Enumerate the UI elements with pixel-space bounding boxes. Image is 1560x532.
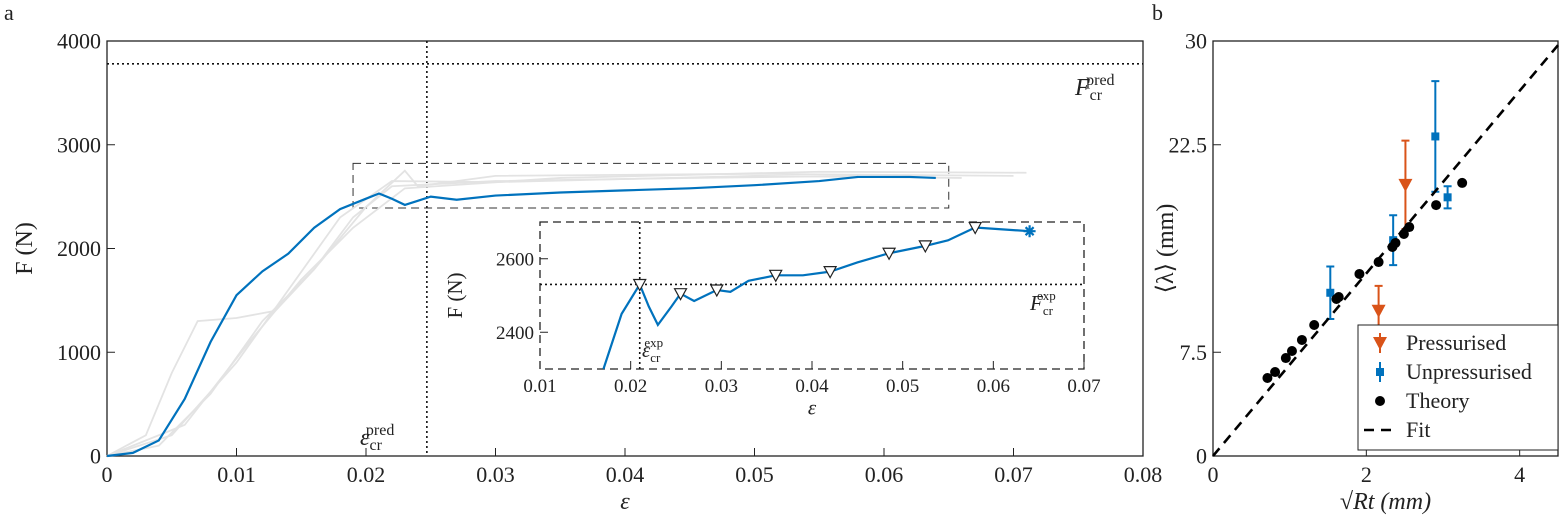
x-tick-label: 0.01 bbox=[217, 462, 256, 487]
x-tick-label: 0.07 bbox=[1067, 376, 1100, 397]
y-tick-label: 22.5 bbox=[1169, 132, 1208, 157]
x-tick-label: 0.02 bbox=[614, 376, 647, 397]
peak-marker bbox=[632, 278, 647, 292]
x-tick-label: 2 bbox=[1361, 462, 1372, 487]
x-tick-label: 0.04 bbox=[795, 376, 829, 397]
peak-marker bbox=[709, 284, 724, 298]
x-tick-label: 0.06 bbox=[977, 376, 1010, 397]
annotation-symbol: F bbox=[1029, 291, 1043, 315]
marker bbox=[1376, 368, 1384, 376]
y-tick-label: 7.5 bbox=[1180, 340, 1208, 365]
x-tick-label: 0.05 bbox=[886, 376, 919, 397]
plot-area bbox=[539, 221, 1085, 370]
peak-marker bbox=[823, 266, 838, 279]
annotation: εcrexp bbox=[642, 335, 663, 365]
x-tick-label: 0 bbox=[102, 462, 113, 487]
annotation: εcrpred bbox=[360, 422, 394, 454]
zoom-box bbox=[352, 162, 950, 209]
marker bbox=[1375, 396, 1385, 406]
peak-marker bbox=[918, 240, 933, 254]
marker bbox=[1296, 334, 1307, 345]
marker bbox=[1354, 268, 1365, 279]
y-tick-label: 1000 bbox=[57, 340, 101, 365]
panel-label: b bbox=[1152, 0, 1163, 25]
annotation: Fcrpred bbox=[1074, 72, 1115, 104]
marker bbox=[1431, 132, 1440, 141]
peak-marker bbox=[968, 221, 983, 235]
plot-1: 0.01 0.02 0.03 0.04 0.05 0.06 0.07 2400 2600 ε F (… bbox=[443, 221, 1101, 420]
x-tick-label: 0.03 bbox=[705, 376, 738, 397]
annotation-symbol: F bbox=[1074, 75, 1090, 101]
x-tick-label: 0.01 bbox=[523, 376, 556, 397]
x-tick-label: 0.03 bbox=[476, 462, 515, 487]
legend-label: Unpressurised bbox=[1406, 359, 1532, 384]
series-line bbox=[106, 170, 1027, 457]
marker bbox=[1333, 292, 1344, 303]
marker bbox=[1404, 222, 1415, 233]
marker bbox=[1431, 200, 1442, 211]
x-tick-label: 4 bbox=[1514, 462, 1525, 487]
plot-2: 0 2 4 0 7.5 22.5 30 √Rt (mm) ⟨λ⟩ (mm) Pressurised… bbox=[1153, 29, 1559, 515]
marker bbox=[1280, 353, 1291, 364]
y-axis-label: ⟨λ⟩ (mm) bbox=[1153, 204, 1179, 294]
y-tick-label: 2600 bbox=[496, 249, 534, 270]
marker bbox=[1262, 372, 1273, 383]
marker bbox=[1443, 193, 1452, 202]
peak-marker bbox=[768, 269, 783, 283]
annotation-subscript: cr bbox=[1090, 87, 1103, 104]
x-axis-label: √Rt (mm) bbox=[1340, 489, 1431, 515]
annotation-subscript: cr bbox=[650, 350, 661, 365]
marker bbox=[1286, 346, 1297, 357]
y-tick-label: 0 bbox=[90, 444, 101, 469]
x-tick-label: 0.02 bbox=[347, 462, 386, 487]
marker bbox=[1398, 178, 1413, 192]
panel-label: a bbox=[4, 0, 14, 25]
annotation-subscript: cr bbox=[369, 437, 382, 454]
x-tick-label: 0.08 bbox=[1124, 462, 1163, 487]
series-line bbox=[106, 174, 962, 457]
x-axis-label: ε bbox=[620, 489, 630, 515]
marker bbox=[1457, 177, 1468, 188]
peak-marker bbox=[673, 288, 688, 301]
annotation-superscript: exp bbox=[644, 335, 663, 350]
marker bbox=[1373, 337, 1387, 350]
end-marker bbox=[1023, 225, 1036, 238]
annotation-superscript: pred bbox=[366, 422, 394, 439]
annotation-superscript: pred bbox=[1086, 72, 1114, 89]
x-tick-label: 0.06 bbox=[865, 462, 904, 487]
series-line bbox=[1212, 44, 1559, 457]
annotation-symbol: ε bbox=[360, 425, 370, 451]
x-tick-label: 0.04 bbox=[606, 462, 645, 487]
x-tick-label: 0.05 bbox=[735, 462, 774, 487]
legend bbox=[1357, 324, 1559, 451]
y-axis-label: F (N) bbox=[12, 222, 38, 275]
x-tick-label: 0.07 bbox=[994, 462, 1033, 487]
series-line bbox=[106, 175, 936, 458]
y-tick-label: 0 bbox=[1196, 444, 1207, 469]
y-tick-label: 4000 bbox=[57, 29, 101, 54]
marker bbox=[1326, 288, 1335, 297]
x-axis-label: ε bbox=[808, 396, 817, 420]
marker bbox=[1270, 367, 1281, 378]
y-axis-label: F (N) bbox=[443, 272, 467, 318]
marker bbox=[1309, 319, 1320, 330]
legend-label: Pressurised bbox=[1406, 330, 1506, 355]
series-line bbox=[602, 226, 1030, 370]
annotation-symbol: ε bbox=[642, 338, 651, 362]
marker bbox=[1373, 257, 1384, 268]
annotation-superscript: exp bbox=[1037, 288, 1056, 303]
y-tick-label: 2000 bbox=[57, 236, 101, 261]
legend-label: Theory bbox=[1406, 388, 1470, 413]
y-tick-label: 30 bbox=[1185, 29, 1207, 54]
y-tick-label: 3000 bbox=[57, 132, 101, 157]
marker bbox=[1371, 304, 1386, 318]
x-tick-label: 0 bbox=[1208, 462, 1219, 487]
peak-marker bbox=[882, 247, 897, 261]
annotation: Fcrexp bbox=[1029, 288, 1056, 318]
y-tick-label: 2400 bbox=[496, 323, 534, 344]
annotation-subscript: cr bbox=[1043, 303, 1054, 318]
legend-label: Fit bbox=[1406, 417, 1430, 442]
